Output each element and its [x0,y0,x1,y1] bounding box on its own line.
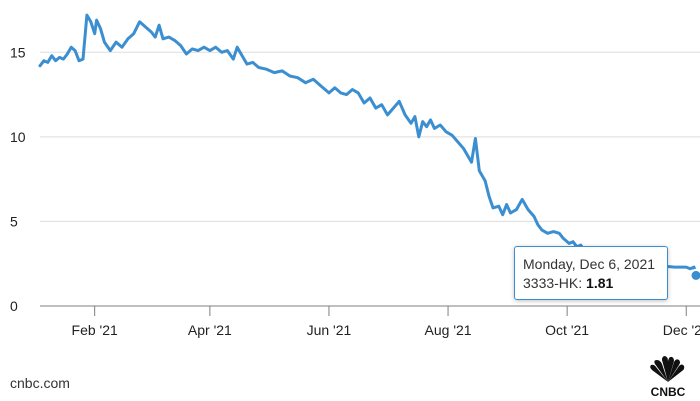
x-tick-label: Apr '21 [188,322,232,338]
hover-tooltip: Monday, Dec 6, 2021 3333-HK: 1.81 [514,246,668,300]
cnbc-peacock-logo: CNBC [643,356,693,398]
y-tick-label: 5 [10,213,18,229]
tooltip-value: 1.81 [586,275,614,291]
series-layer [38,13,700,282]
x-tick-label: Aug '21 [425,322,472,338]
tooltip-date: Monday, Dec 6, 2021 [523,256,656,272]
source-label[interactable]: cnbc.com [10,375,70,391]
series-line-0 [38,13,698,277]
x-tick-label: Oct '21 [545,322,589,338]
y-tick-label: 10 [10,129,26,145]
x-tick-label: Jun '21 [307,322,352,338]
hover-point-marker[interactable] [689,268,700,282]
y-tick-label: 15 [10,44,26,60]
brand-wordmark: CNBC [651,385,686,398]
tooltip-value-row: 3333-HK: 1.81 [523,274,659,293]
y-tick-label: 0 [10,298,18,314]
x-tick-label: Dec '21 [663,322,700,338]
tooltip-series-label: 3333-HK: [523,275,587,291]
x-tick-label: Feb '21 [72,322,118,338]
gridlines [40,51,700,307]
y-axis-tick-labels: 0 5 10 15 [10,44,26,314]
x-axis-ticks: Feb '21 Apr '21 Jun '21 Aug '21 Oct '21 Dec '… [72,306,700,338]
